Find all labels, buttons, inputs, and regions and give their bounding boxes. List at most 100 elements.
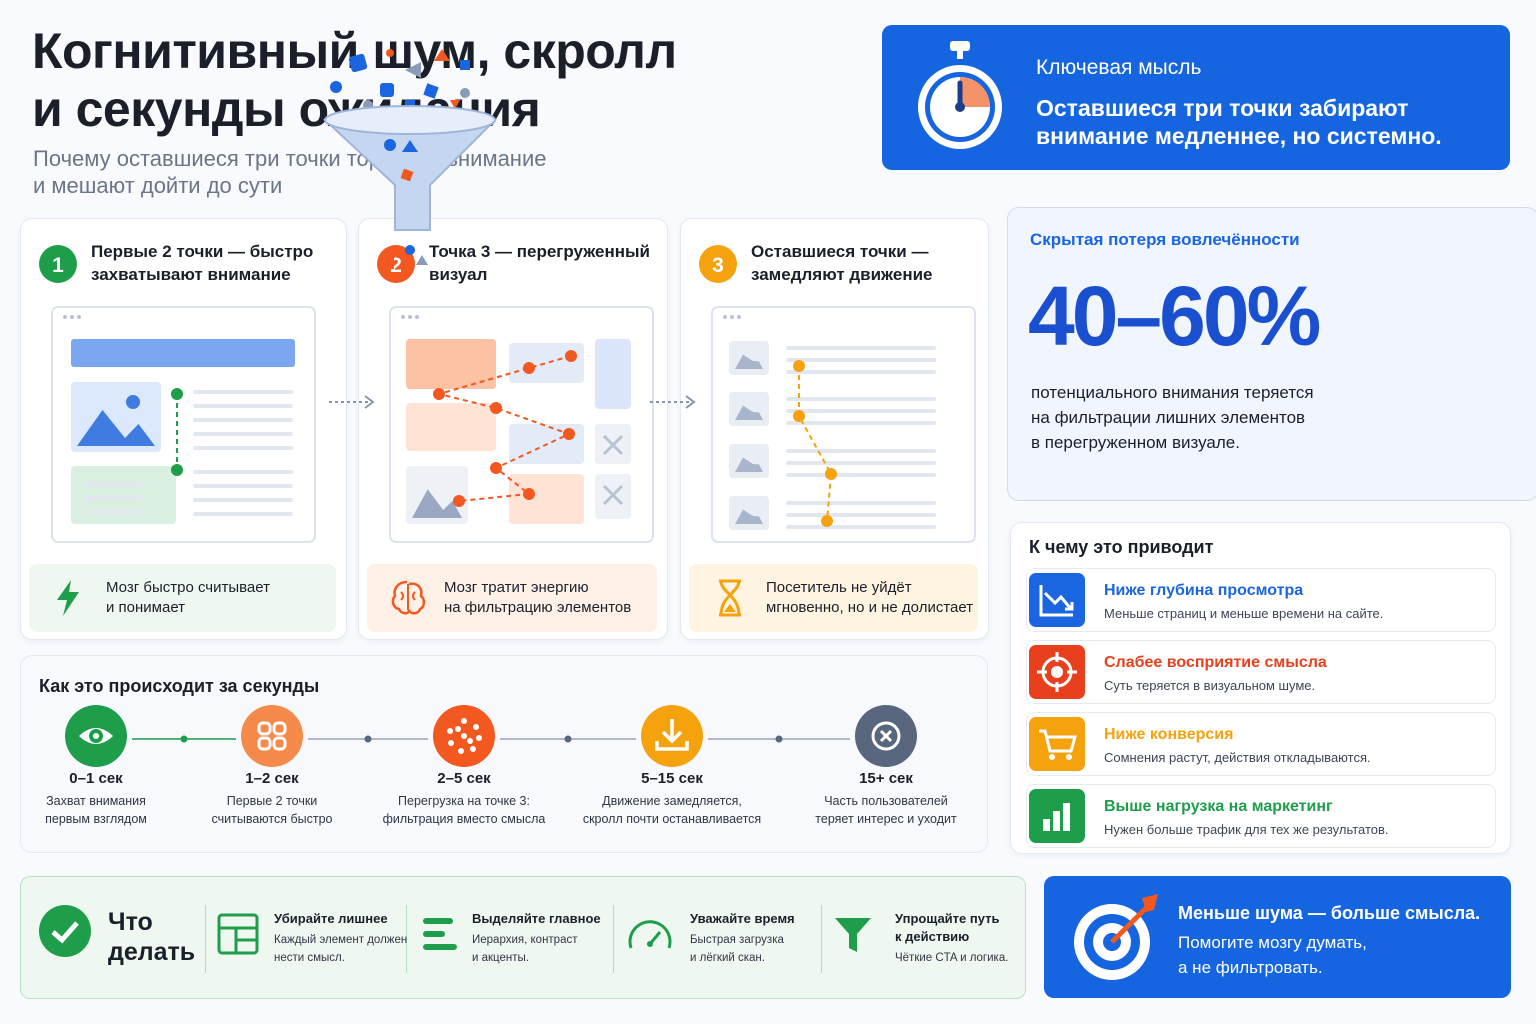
consequence-icon (1029, 717, 1085, 771)
decoration (628, 920, 672, 949)
decoration (217, 913, 259, 955)
decoration (470, 746, 476, 752)
decoration (401, 315, 405, 319)
decoration (217, 913, 259, 955)
decoration (461, 733, 467, 739)
decoration (955, 102, 965, 112)
step-badge (39, 245, 77, 283)
decoration (71, 339, 295, 367)
decoration (855, 705, 917, 767)
decoration (402, 140, 418, 152)
hidden-loss: Скрытая потеря вовлечённости 40–60% потенц… (1007, 207, 1536, 501)
decoration (51, 921, 79, 944)
decoration (458, 748, 464, 754)
decoration (39, 905, 91, 957)
decoration (1142, 894, 1158, 912)
decoration (1043, 803, 1070, 831)
action-text: Быстрая загрузка (690, 934, 784, 946)
decoration (57, 580, 79, 616)
decoration (193, 512, 293, 516)
decoration (193, 484, 293, 488)
timeline-icon (855, 705, 917, 767)
caption-icon (387, 576, 429, 620)
decoration (400, 168, 414, 182)
decoration (467, 738, 473, 744)
decoration (1049, 754, 1055, 760)
decoration (476, 735, 482, 741)
decoration (364, 735, 372, 743)
decoration (595, 339, 631, 409)
decoration (500, 735, 636, 743)
actions: Что делать Убирайте лишнее Каждый элемент д… (20, 876, 1026, 999)
decoration (685, 395, 696, 409)
decoration (453, 495, 465, 507)
timeline-text: теряет интерес и уходит (815, 812, 957, 826)
loss-value: 40–60% (1028, 269, 1321, 363)
decoration (460, 60, 470, 70)
decoration (77, 410, 155, 446)
action-title: Упрощайте путь (895, 911, 1000, 926)
step-caption-text: Мозг тратит энергию (444, 579, 589, 596)
action-icon (626, 912, 672, 958)
decoration (735, 509, 763, 524)
consequence-title: Слабее восприятие смысла (1104, 654, 1327, 671)
actions-title: делать (108, 938, 196, 966)
timeline-text: Первые 2 точки (226, 794, 318, 808)
decoration (65, 705, 127, 767)
decoration (490, 402, 502, 414)
decoration (405, 62, 421, 78)
step-badge (699, 245, 737, 283)
consequence-text: Меньше страниц и меньше времени на сайте… (1104, 606, 1384, 621)
decoration (423, 83, 439, 99)
action-text: нести смысл. (274, 952, 345, 964)
subtitle: и мешают дойти до сути (33, 173, 283, 198)
decoration (628, 920, 672, 949)
timeline-time: 1–2 сек (245, 770, 299, 787)
consequence-icon (1029, 573, 1085, 627)
decoration (450, 100, 460, 109)
consequence-text: Сомнения растут, действия откладываются. (1104, 750, 1371, 765)
funnel-illustration (310, 45, 510, 275)
decoration (647, 941, 653, 947)
action-text: и лёгкий скан. (690, 952, 765, 964)
decoration (523, 362, 535, 374)
step-caption: Мозг тратит энергию на фильтрацию элемент… (367, 564, 657, 632)
target-icon (1068, 890, 1164, 986)
decoration (77, 315, 81, 319)
decoration (93, 733, 99, 739)
consequences: К чему это приводит Ниже глубина просмотр… (1010, 522, 1511, 854)
decoration (132, 735, 236, 743)
decoration (433, 705, 495, 767)
decoration (193, 498, 293, 502)
step-title: захватывают внимание (91, 265, 291, 284)
separator (205, 905, 206, 973)
decoration (564, 735, 572, 743)
decoration (786, 421, 936, 425)
consequences-title: К чему это приводит (1029, 537, 1214, 557)
decoration (786, 473, 936, 477)
timeline-text: Движение замедляется, (602, 794, 742, 808)
action-icon (216, 912, 262, 958)
decoration (729, 496, 769, 530)
decoration (724, 604, 736, 612)
decoration (461, 718, 467, 724)
action-title: Выделяйте главное (472, 911, 601, 926)
decoration (435, 355, 572, 502)
decoration (473, 724, 479, 730)
decoration (1039, 585, 1073, 617)
action-title: к действию (895, 929, 970, 944)
decoration (241, 705, 303, 767)
consequence-item: Ниже глубина просмотра Меньше страниц и м… (1026, 568, 1496, 632)
key-idea-label: Ключевая мысль (1036, 56, 1202, 79)
decoration (171, 464, 183, 476)
decoration (708, 735, 850, 743)
decoration (786, 346, 936, 350)
cta-text: Помогите мозгу думать, (1178, 933, 1367, 952)
cta: Меньше шума — больше смысла. Помогите моз… (1044, 876, 1511, 998)
timeline-time: 0–1 сек (69, 770, 123, 787)
timeline-text: фильтрация вместо смысла (382, 812, 546, 826)
separator (613, 905, 614, 973)
decoration (1039, 729, 1077, 753)
decoration (51, 306, 316, 543)
decoration (957, 49, 963, 59)
